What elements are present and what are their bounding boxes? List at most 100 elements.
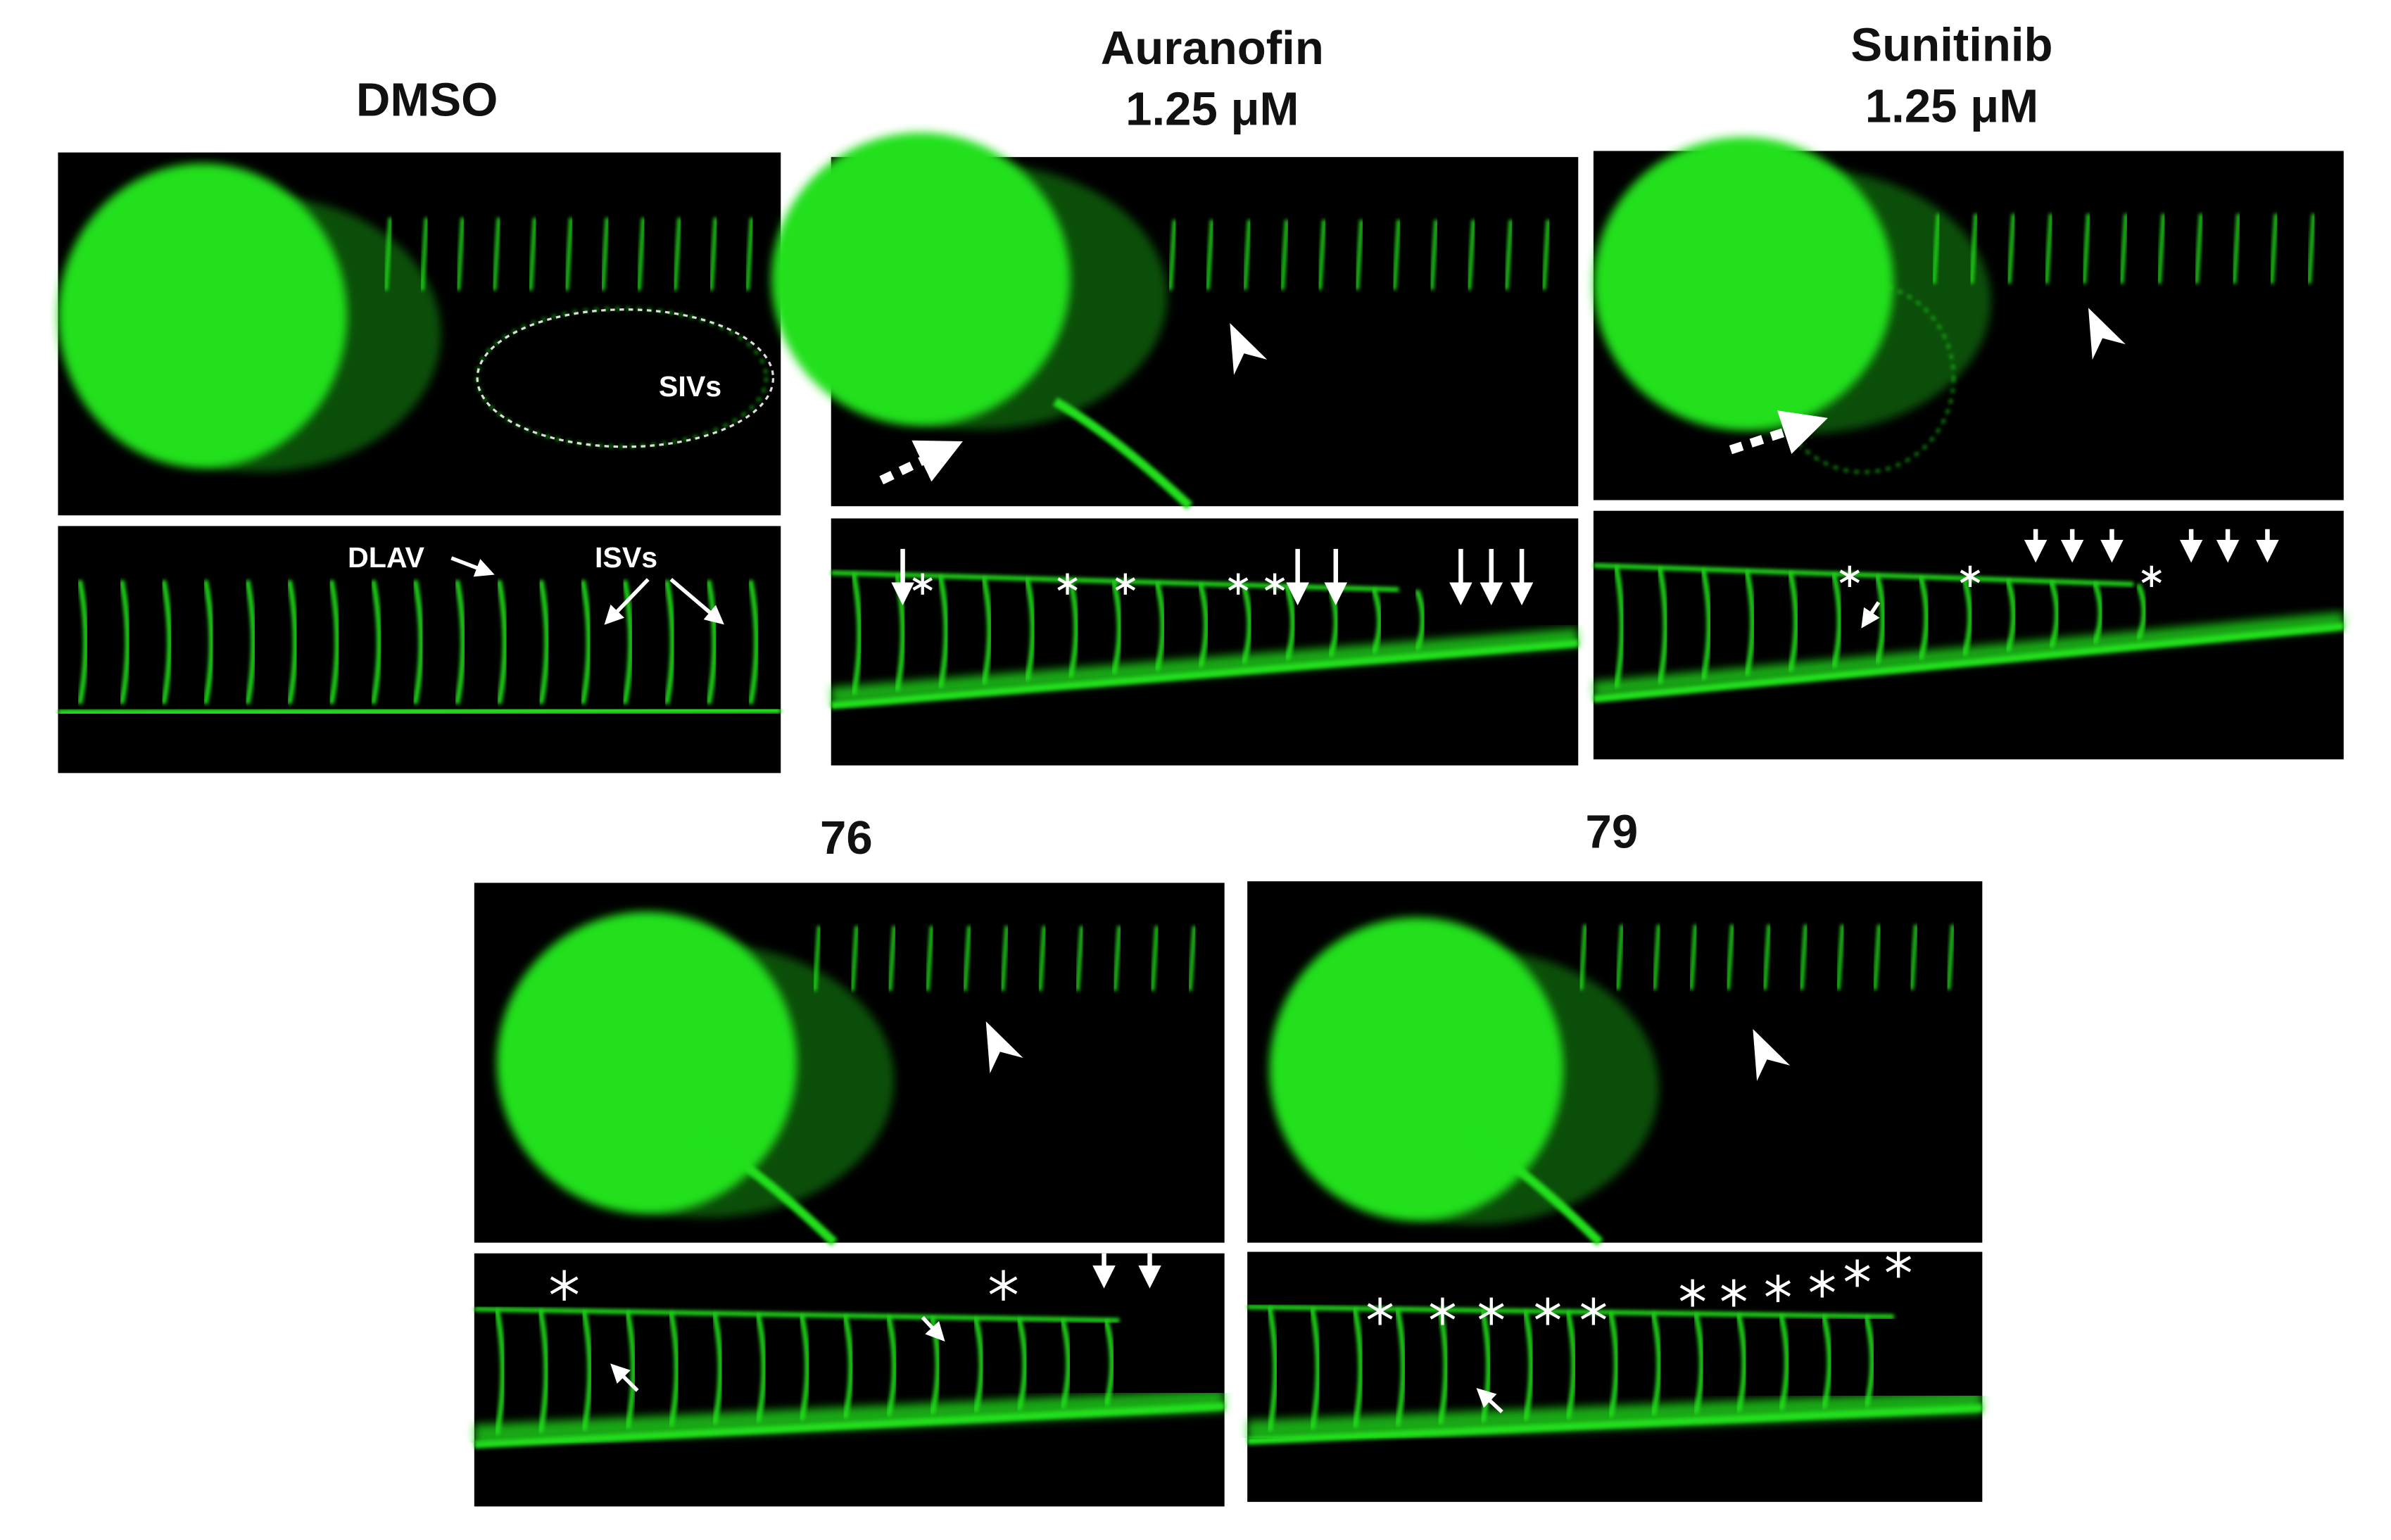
isv bbox=[496, 579, 507, 705]
asterisk bbox=[1367, 1303, 1393, 1320]
isv bbox=[1693, 1313, 1705, 1415]
annotation-marks bbox=[450, 308, 2279, 1414]
vessel bbox=[492, 217, 501, 291]
isv bbox=[329, 579, 340, 705]
vessel bbox=[2307, 213, 2316, 284]
isv bbox=[624, 1311, 636, 1429]
vessel bbox=[2119, 213, 2128, 284]
vessel bbox=[1689, 924, 1698, 990]
isv bbox=[799, 1314, 810, 1421]
isv bbox=[1068, 579, 1079, 679]
vessel bbox=[564, 217, 574, 291]
axial-vessels bbox=[1247, 1403, 1983, 1445]
column-subtitle: 1.25 μM bbox=[1125, 83, 1299, 136]
isv bbox=[938, 575, 949, 688]
vessel bbox=[2232, 213, 2241, 284]
vessel bbox=[1168, 220, 1177, 290]
isv bbox=[454, 579, 466, 705]
vessel bbox=[1280, 220, 1289, 290]
vessel bbox=[2195, 213, 2203, 284]
head-panel bbox=[58, 152, 781, 516]
head-panel bbox=[474, 883, 1225, 1246]
head bbox=[1593, 137, 1894, 431]
isv bbox=[1522, 1311, 1534, 1422]
jaw bbox=[1465, 1130, 1603, 1246]
trunk-panel bbox=[58, 526, 781, 774]
axial-vessels bbox=[58, 706, 781, 717]
isv bbox=[119, 579, 130, 705]
vessel bbox=[456, 217, 465, 291]
isv bbox=[1154, 581, 1166, 671]
asterisk bbox=[1809, 1275, 1835, 1292]
isv bbox=[747, 579, 759, 705]
annotation-label: DLAV bbox=[348, 541, 425, 574]
vessel bbox=[2082, 213, 2091, 284]
asterisk bbox=[1430, 1303, 1456, 1320]
vessel bbox=[2044, 213, 2053, 284]
isv bbox=[1778, 1314, 1790, 1411]
dlav bbox=[474, 1306, 1120, 1323]
asterisk bbox=[1534, 1303, 1560, 1320]
isv bbox=[1657, 567, 1668, 684]
vessel bbox=[1037, 926, 1047, 991]
isv bbox=[2048, 580, 2060, 648]
asterisk bbox=[550, 1276, 579, 1294]
jaw bbox=[1052, 397, 1193, 510]
isv bbox=[581, 1310, 593, 1431]
vessel bbox=[1726, 924, 1735, 990]
axial-vessels bbox=[830, 628, 1579, 706]
asterisk bbox=[1057, 577, 1078, 591]
vessel bbox=[1615, 924, 1625, 990]
vessel bbox=[673, 217, 682, 291]
isv bbox=[1016, 1318, 1028, 1410]
isv bbox=[885, 1315, 897, 1417]
isv bbox=[1962, 577, 1973, 657]
axial-vessels bbox=[831, 639, 1579, 709]
isv bbox=[1918, 576, 1929, 660]
arrowhead bbox=[985, 1021, 1023, 1073]
isv bbox=[286, 579, 298, 705]
isv bbox=[1197, 583, 1209, 668]
head-panel bbox=[1593, 137, 2344, 500]
trunk-panel bbox=[830, 518, 1579, 766]
isv bbox=[842, 1315, 854, 1419]
isv bbox=[77, 579, 89, 705]
isv bbox=[1651, 1312, 1662, 1416]
isv bbox=[980, 576, 992, 685]
vessel bbox=[600, 217, 610, 291]
vessel bbox=[1150, 926, 1159, 991]
axial-vessels bbox=[474, 1402, 1225, 1449]
arrow bbox=[450, 556, 495, 577]
vessel bbox=[1392, 220, 1401, 290]
vessel bbox=[1000, 926, 1009, 991]
axial-vessels bbox=[474, 1389, 1225, 1447]
vessel bbox=[1946, 924, 1955, 990]
asterisk bbox=[1839, 569, 1860, 583]
isv bbox=[203, 579, 215, 705]
vessel bbox=[1113, 926, 1122, 991]
asterisk bbox=[989, 1276, 1018, 1294]
asterisk bbox=[1844, 1265, 1870, 1282]
isv bbox=[1787, 572, 1799, 672]
isv bbox=[1480, 1310, 1491, 1423]
arrow bbox=[1476, 1388, 1503, 1414]
asterisk bbox=[1115, 577, 1136, 591]
panels bbox=[58, 132, 2345, 1507]
asterisk bbox=[1886, 1256, 1912, 1273]
asterisk bbox=[1264, 577, 1285, 591]
isv bbox=[664, 579, 676, 705]
vessel bbox=[1652, 924, 1661, 990]
isv bbox=[1821, 1315, 1832, 1409]
vessel bbox=[963, 926, 971, 991]
isv bbox=[1736, 1313, 1747, 1413]
asterisk bbox=[1580, 1303, 1606, 1320]
vessel bbox=[745, 217, 754, 291]
head-panel bbox=[1247, 881, 1983, 1246]
annotation-label: ISVs bbox=[595, 541, 657, 574]
vessel bbox=[636, 217, 645, 291]
isv bbox=[538, 579, 550, 705]
arrow bbox=[879, 440, 963, 485]
isv bbox=[2005, 579, 2017, 652]
column-title: 76 bbox=[820, 812, 873, 864]
isv bbox=[1371, 588, 1382, 655]
